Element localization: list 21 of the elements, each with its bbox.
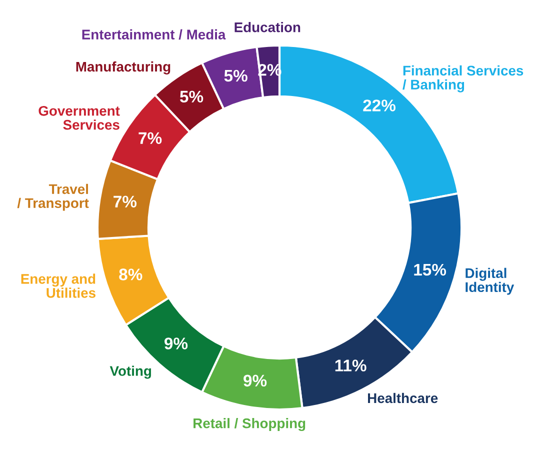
slice-label: Retail / Shopping [194, 418, 306, 432]
data-label: 8% [119, 268, 142, 280]
data-label: 15% [414, 264, 446, 276]
data-label: 9% [164, 338, 188, 350]
slice-label: Healthcare [368, 392, 438, 404]
slice-label: Manufacturing [76, 61, 170, 74]
data-label: 11% [335, 360, 366, 372]
data-label: 9% [244, 374, 267, 387]
data-label: 22% [363, 100, 396, 112]
slice-label: Energy and Utilities [21, 274, 96, 298]
slice-label: Digital Identity [466, 268, 514, 295]
data-label: 7% [138, 132, 162, 144]
data-label: 5% [180, 90, 204, 103]
slice-label: Government Services [38, 106, 120, 130]
slice-label: Financial Services / Banking [402, 65, 524, 92]
data-label: 5% [224, 70, 248, 82]
slice-label: Voting [110, 366, 151, 379]
slice-label: Education [234, 22, 300, 32]
data-label: 7% [114, 196, 137, 208]
slice-label: Entertainment / Media [82, 29, 226, 40]
slice-label: Travel / Transport [17, 184, 89, 211]
